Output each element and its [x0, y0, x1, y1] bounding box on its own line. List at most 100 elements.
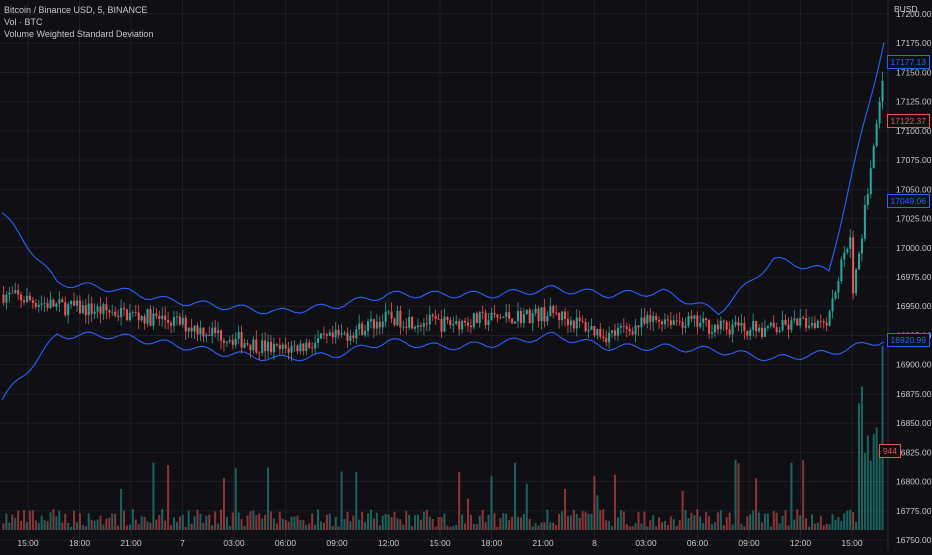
volume-bar	[34, 520, 37, 530]
candle-body	[17, 290, 20, 295]
candle-body	[563, 311, 567, 319]
volume-bar	[49, 512, 52, 530]
candle-body	[611, 330, 614, 333]
volume-bar	[211, 525, 214, 530]
candle-body	[358, 323, 361, 330]
candle-body	[243, 343, 246, 348]
vwsd-indicator-label[interactable]: Volume Weighted Standard Deviation	[4, 29, 154, 39]
volume-bar	[23, 510, 26, 530]
candle-body	[84, 305, 87, 316]
candle-body	[20, 294, 23, 301]
candle-body	[393, 318, 396, 326]
candle-body	[784, 319, 787, 325]
volume-bar	[222, 478, 225, 530]
candle-body	[296, 345, 299, 352]
volume-bar	[217, 523, 220, 530]
volume-bar	[240, 519, 243, 530]
candle-body	[813, 323, 816, 328]
volume-bar	[61, 522, 64, 530]
candle-body	[511, 318, 514, 324]
candle-body	[693, 315, 696, 319]
volume-bar	[220, 509, 223, 530]
volume-bar	[416, 514, 420, 530]
candle-body	[155, 313, 158, 316]
volume-bar	[96, 519, 99, 530]
candle-body	[849, 237, 852, 250]
volume-bar	[264, 514, 267, 530]
y-tick-label: 16850.00	[896, 418, 932, 428]
candle-body	[414, 327, 417, 329]
candle-body	[490, 312, 493, 321]
volume-bar	[572, 510, 575, 530]
volume-bar	[746, 516, 749, 530]
volume-bar	[490, 475, 493, 530]
volume-bar	[287, 521, 290, 530]
candle-body	[161, 315, 164, 320]
candle-body	[834, 292, 837, 299]
volume-bar	[175, 522, 178, 530]
volume-bar	[663, 521, 666, 530]
volume-bar	[690, 512, 693, 530]
volume-bar	[860, 386, 863, 530]
volume-bar	[267, 467, 270, 530]
candle-body	[43, 303, 46, 305]
volume-bar	[643, 511, 646, 530]
x-tick-label: 15:00	[429, 538, 451, 548]
x-tick-label: 18:00	[481, 538, 503, 548]
candle-body	[534, 308, 537, 314]
candle-body	[796, 318, 799, 326]
candle-body	[681, 321, 684, 328]
volume-bar	[661, 522, 664, 530]
volume-bar	[613, 474, 617, 530]
volume-bar	[5, 513, 8, 530]
volume-bar	[857, 403, 861, 530]
x-tick-label: 15:00	[17, 538, 39, 548]
volume-bar	[258, 513, 261, 530]
candle-body	[852, 237, 855, 294]
volume-indicator-label[interactable]: Vol · BTC	[4, 17, 43, 27]
volume-bar	[558, 513, 561, 530]
volume-bar	[181, 514, 184, 530]
symbol-title[interactable]: Bitcoin / Binance USD, 5, BINANCE	[4, 5, 148, 15]
volume-bar	[590, 513, 593, 530]
volume-bar	[90, 519, 93, 530]
candle-body	[799, 317, 802, 326]
candle-body	[846, 249, 849, 253]
candle-body	[514, 321, 517, 324]
candle-body	[531, 313, 534, 324]
grid-layer	[0, 0, 888, 541]
candle-body	[375, 321, 378, 329]
candle-body	[458, 321, 461, 330]
volume-bar	[293, 516, 296, 530]
volume-bar	[331, 526, 334, 530]
candle-body	[716, 324, 719, 330]
candle-body	[372, 319, 375, 329]
volume-bar	[555, 524, 558, 530]
volume-bar	[652, 515, 655, 530]
candle-body	[90, 303, 93, 314]
candle-body	[99, 306, 102, 314]
volume-bar	[496, 526, 499, 530]
volume-bar	[799, 515, 802, 530]
candle-body	[299, 343, 302, 352]
candle-body	[875, 123, 878, 147]
candle-body	[793, 318, 796, 321]
candle-body	[569, 320, 572, 326]
x-axis: 15:00 18:00 21:00 7 03:00 06:00 09:00 12:00 15:0…	[17, 538, 863, 548]
volume-bar	[819, 515, 822, 530]
candle-body	[93, 311, 96, 314]
candle-body	[837, 281, 840, 293]
candle-body	[763, 327, 766, 337]
volume-bar	[649, 520, 652, 530]
candle-body	[481, 312, 484, 313]
volume-bar	[831, 514, 834, 530]
candle-body	[661, 321, 664, 325]
volume-bar	[246, 515, 249, 530]
candle-body	[857, 253, 861, 270]
volume-bar	[769, 526, 772, 530]
volume-bar	[516, 517, 519, 530]
candle-body	[587, 329, 590, 332]
candle-body	[596, 329, 599, 336]
